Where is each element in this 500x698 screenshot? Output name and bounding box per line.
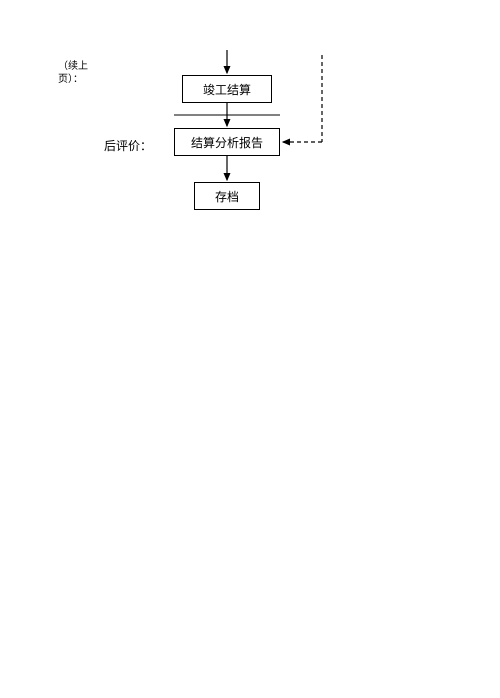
node-archive: 存档 [194, 182, 260, 210]
side-text: 后评价： [104, 139, 152, 153]
node-analysis-report: 结算分析报告 [174, 128, 280, 156]
node-archive-label: 存档 [215, 188, 239, 205]
node-analysis-label: 结算分析报告 [191, 134, 263, 151]
continued-label: （续上页）： [58, 60, 98, 86]
continued-text: （续上页）： [58, 61, 88, 85]
connectors [0, 0, 500, 698]
node-settlement-label: 竣工结算 [203, 81, 251, 98]
node-settlement: 竣工结算 [182, 75, 272, 103]
side-label: 后评价： [104, 139, 152, 155]
